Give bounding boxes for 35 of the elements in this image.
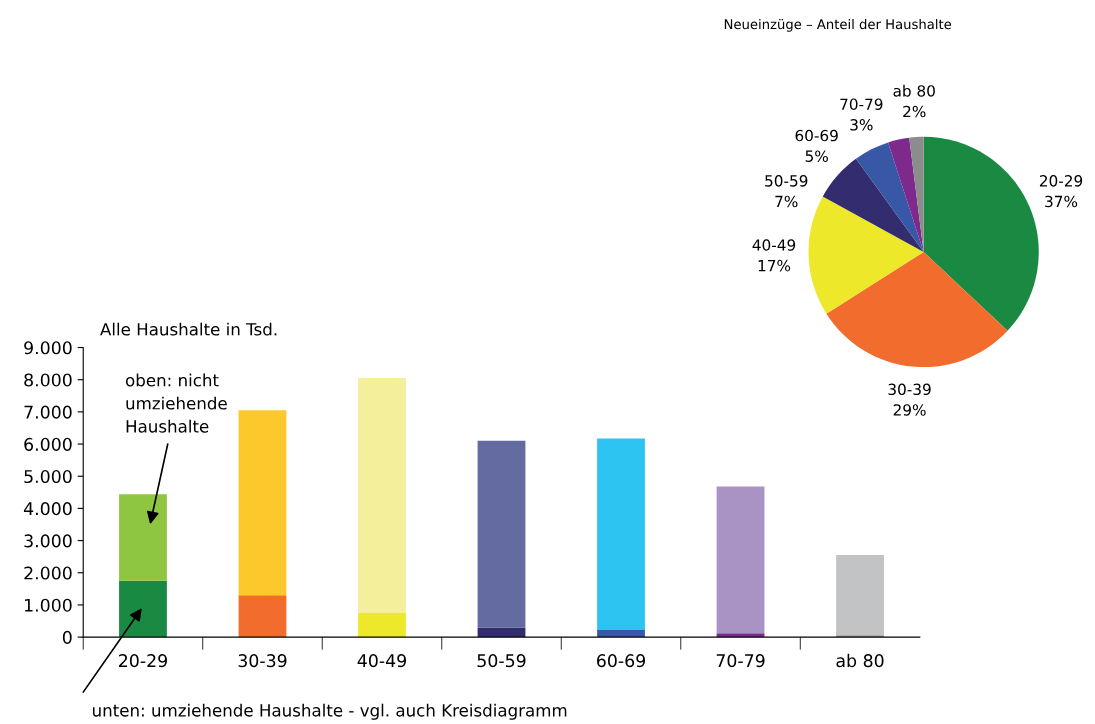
data-label: 5% <box>805 150 828 162</box>
slice-label: 30-39 <box>888 383 931 396</box>
y-tick-label: 5.000 <box>24 469 72 484</box>
x-tick-label: 40-49 <box>357 654 406 668</box>
slice-label: 50-59 <box>765 175 808 187</box>
y-tick-label: 7.000 <box>24 405 72 419</box>
slice-label: 20-29 <box>1039 175 1083 187</box>
data-label: 17% <box>758 259 791 272</box>
slice-label: 40-49 <box>752 239 796 251</box>
y-tick-label: 3.000 <box>24 534 72 548</box>
data-label: 2% <box>903 105 926 118</box>
y-tick-label: 0 <box>62 630 72 644</box>
y-tick-label: 2.000 <box>24 566 72 580</box>
data-label: 29% <box>893 404 926 416</box>
data-label: 3% <box>850 119 873 131</box>
x-tick-label: 30-39 <box>238 654 287 668</box>
x-tick-label: 60-69 <box>597 654 646 668</box>
slice-label: 60-69 <box>795 129 838 142</box>
x-tick-label: 70-79 <box>716 654 765 668</box>
y-tick-label: 6.000 <box>24 437 72 451</box>
y-tick-label: 8.000 <box>24 373 72 387</box>
y-axis-title: Alle Haushalte in Tsd. <box>100 322 277 336</box>
data-label: 7% <box>775 195 798 208</box>
x-tick-label: 20-29 <box>119 654 167 668</box>
y-tick-label: 4.000 <box>23 502 72 516</box>
slice-label: ab 80 <box>893 84 935 97</box>
data-label: 37% <box>1045 195 1078 208</box>
annotation: oben: nicht umziehende Haushalte <box>125 373 227 433</box>
text: unten: umziehende Haushalte - vgl. auch Kreisdiagramm <box>93 703 567 720</box>
y-tick-label: 9.000 <box>24 341 72 355</box>
x-tick-label: ab 80 <box>836 653 884 668</box>
slice-label: 70-79 <box>840 98 883 110</box>
y-tick-label: 1.000 <box>25 598 72 612</box>
chart-title: Neueinzüge – Anteil der Haushalte <box>724 18 952 32</box>
x-tick-label: 50-59 <box>477 654 526 668</box>
